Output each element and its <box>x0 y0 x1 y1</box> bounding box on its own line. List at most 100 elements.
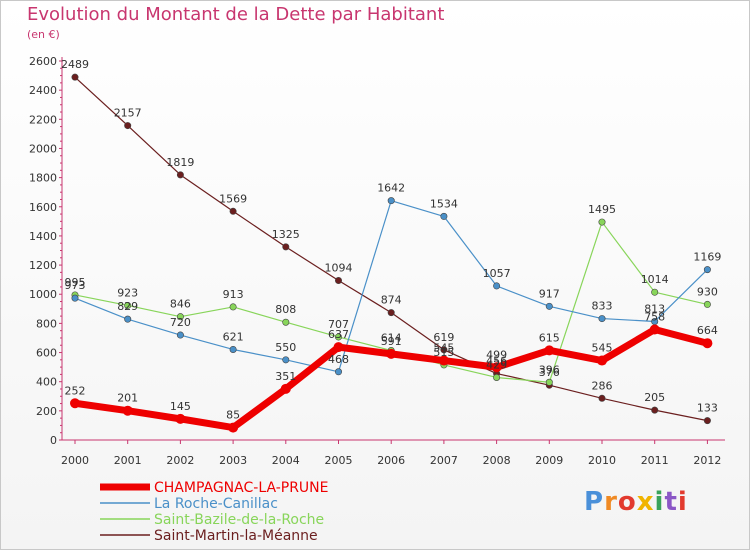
data-labels: 2489 2157 1819 1569 1325 1094 874 619 456 376 286 2… <box>61 58 721 421</box>
chart-title: Evolution du Montant de la Dette par Hab… <box>27 4 445 25</box>
data-point <box>491 362 502 373</box>
data-label: 205 <box>644 391 665 404</box>
data-point <box>282 356 290 364</box>
legend-label: Saint-Bazile-de-la-Roche <box>154 512 324 528</box>
y-tick-label: 800 <box>36 317 57 330</box>
data-label: 917 <box>539 287 560 300</box>
data-point <box>440 212 448 220</box>
data-point <box>176 171 184 179</box>
data-label: 1094 <box>325 262 353 275</box>
y-tick-label: 1600 <box>29 201 57 214</box>
y-tick-label: 0 <box>50 434 57 447</box>
y-tick-label: 1400 <box>29 230 57 243</box>
series-line <box>74 76 709 422</box>
data-point <box>703 300 711 308</box>
data-point <box>229 345 237 353</box>
y-tick-label: 2600 <box>29 55 57 68</box>
data-label: 515 <box>433 346 454 359</box>
y-tick-label: 600 <box>36 347 57 360</box>
x-tick-label: 2004 <box>272 454 300 467</box>
x-tick-label: 2000 <box>61 454 89 467</box>
data-point <box>124 301 132 309</box>
data-label: 1057 <box>483 267 511 280</box>
data-point <box>334 333 342 341</box>
y-axis-ticks: 0 200 400 600 800 1000 1200 1400 1600 1800 2000 220… <box>29 55 62 447</box>
data-point <box>545 378 553 386</box>
data-point <box>280 383 291 394</box>
legend-label: CHAMPAGNAC-LA-PRUNE <box>154 480 329 496</box>
data-point <box>124 122 132 130</box>
data-label: 808 <box>275 303 296 316</box>
legend-label: Saint-Martin-la-Méanne <box>154 528 318 544</box>
data-point <box>71 73 79 81</box>
data-point <box>387 309 395 317</box>
legend-label: La Roche-Canillac <box>154 496 278 512</box>
data-label: 1819 <box>166 156 194 169</box>
data-label: 930 <box>697 285 718 298</box>
data-label: 1642 <box>377 182 405 195</box>
data-label: 429 <box>486 358 507 371</box>
data-label: 376 <box>539 366 560 379</box>
data-point <box>651 288 659 296</box>
data-point <box>703 417 711 425</box>
x-tick-label: 2010 <box>588 454 616 467</box>
data-point <box>544 345 555 356</box>
data-label: 1495 <box>588 203 616 216</box>
y-tick-label: 400 <box>36 376 57 389</box>
data-point <box>597 355 607 366</box>
data-point <box>649 324 660 335</box>
data-point <box>493 373 501 381</box>
data-point <box>282 318 290 326</box>
proxiti-logo: Proxiti <box>584 487 688 517</box>
data-point <box>175 413 186 424</box>
logo-letter: x <box>636 487 655 517</box>
data-label: 829 <box>117 300 138 313</box>
y-tick-label: 200 <box>36 405 57 418</box>
logo-letter: P <box>584 487 605 517</box>
x-tick-label: 2003 <box>219 454 247 467</box>
data-point <box>651 406 659 414</box>
y-tick-label: 1000 <box>29 288 57 301</box>
data-label: 833 <box>592 300 613 313</box>
series-layer <box>70 73 713 433</box>
data-label: 499 <box>486 348 507 361</box>
data-point <box>598 218 606 226</box>
data-point <box>598 315 606 323</box>
data-label: 1169 <box>693 251 721 264</box>
data-label: 758 <box>644 311 665 324</box>
data-label: 550 <box>275 341 296 354</box>
data-label: 456 <box>486 355 507 368</box>
data-label: 396 <box>539 363 560 376</box>
logo-letter: i <box>677 487 688 517</box>
x-tick-label: 2001 <box>114 454 142 467</box>
data-point <box>229 303 237 311</box>
y-tick-label: 2200 <box>29 113 57 126</box>
data-point <box>176 331 184 339</box>
data-label: 973 <box>65 279 86 292</box>
data-point <box>334 368 342 376</box>
x-tick-label: 2002 <box>166 454 194 467</box>
logo-letter: r <box>604 487 618 517</box>
data-point <box>386 348 397 359</box>
data-point <box>333 342 344 353</box>
data-label: 2157 <box>114 107 142 120</box>
axes <box>61 57 725 441</box>
logo-letter: t <box>664 487 678 517</box>
data-point <box>122 405 133 416</box>
x-tick-label: 2006 <box>377 454 405 467</box>
data-label: 707 <box>328 318 349 331</box>
data-label: 591 <box>381 335 402 348</box>
data-label: 619 <box>433 331 454 344</box>
x-tick-label: 2007 <box>430 454 458 467</box>
data-point <box>282 243 290 251</box>
data-label: 995 <box>65 276 86 289</box>
data-label: 1014 <box>641 273 669 286</box>
y-tick-label: 2000 <box>29 142 57 155</box>
data-label: 720 <box>170 316 191 329</box>
x-tick-label: 2012 <box>693 454 721 467</box>
data-point <box>71 294 79 302</box>
data-label: 545 <box>592 342 613 355</box>
data-label: 252 <box>65 384 86 397</box>
data-label: 1569 <box>219 192 247 205</box>
